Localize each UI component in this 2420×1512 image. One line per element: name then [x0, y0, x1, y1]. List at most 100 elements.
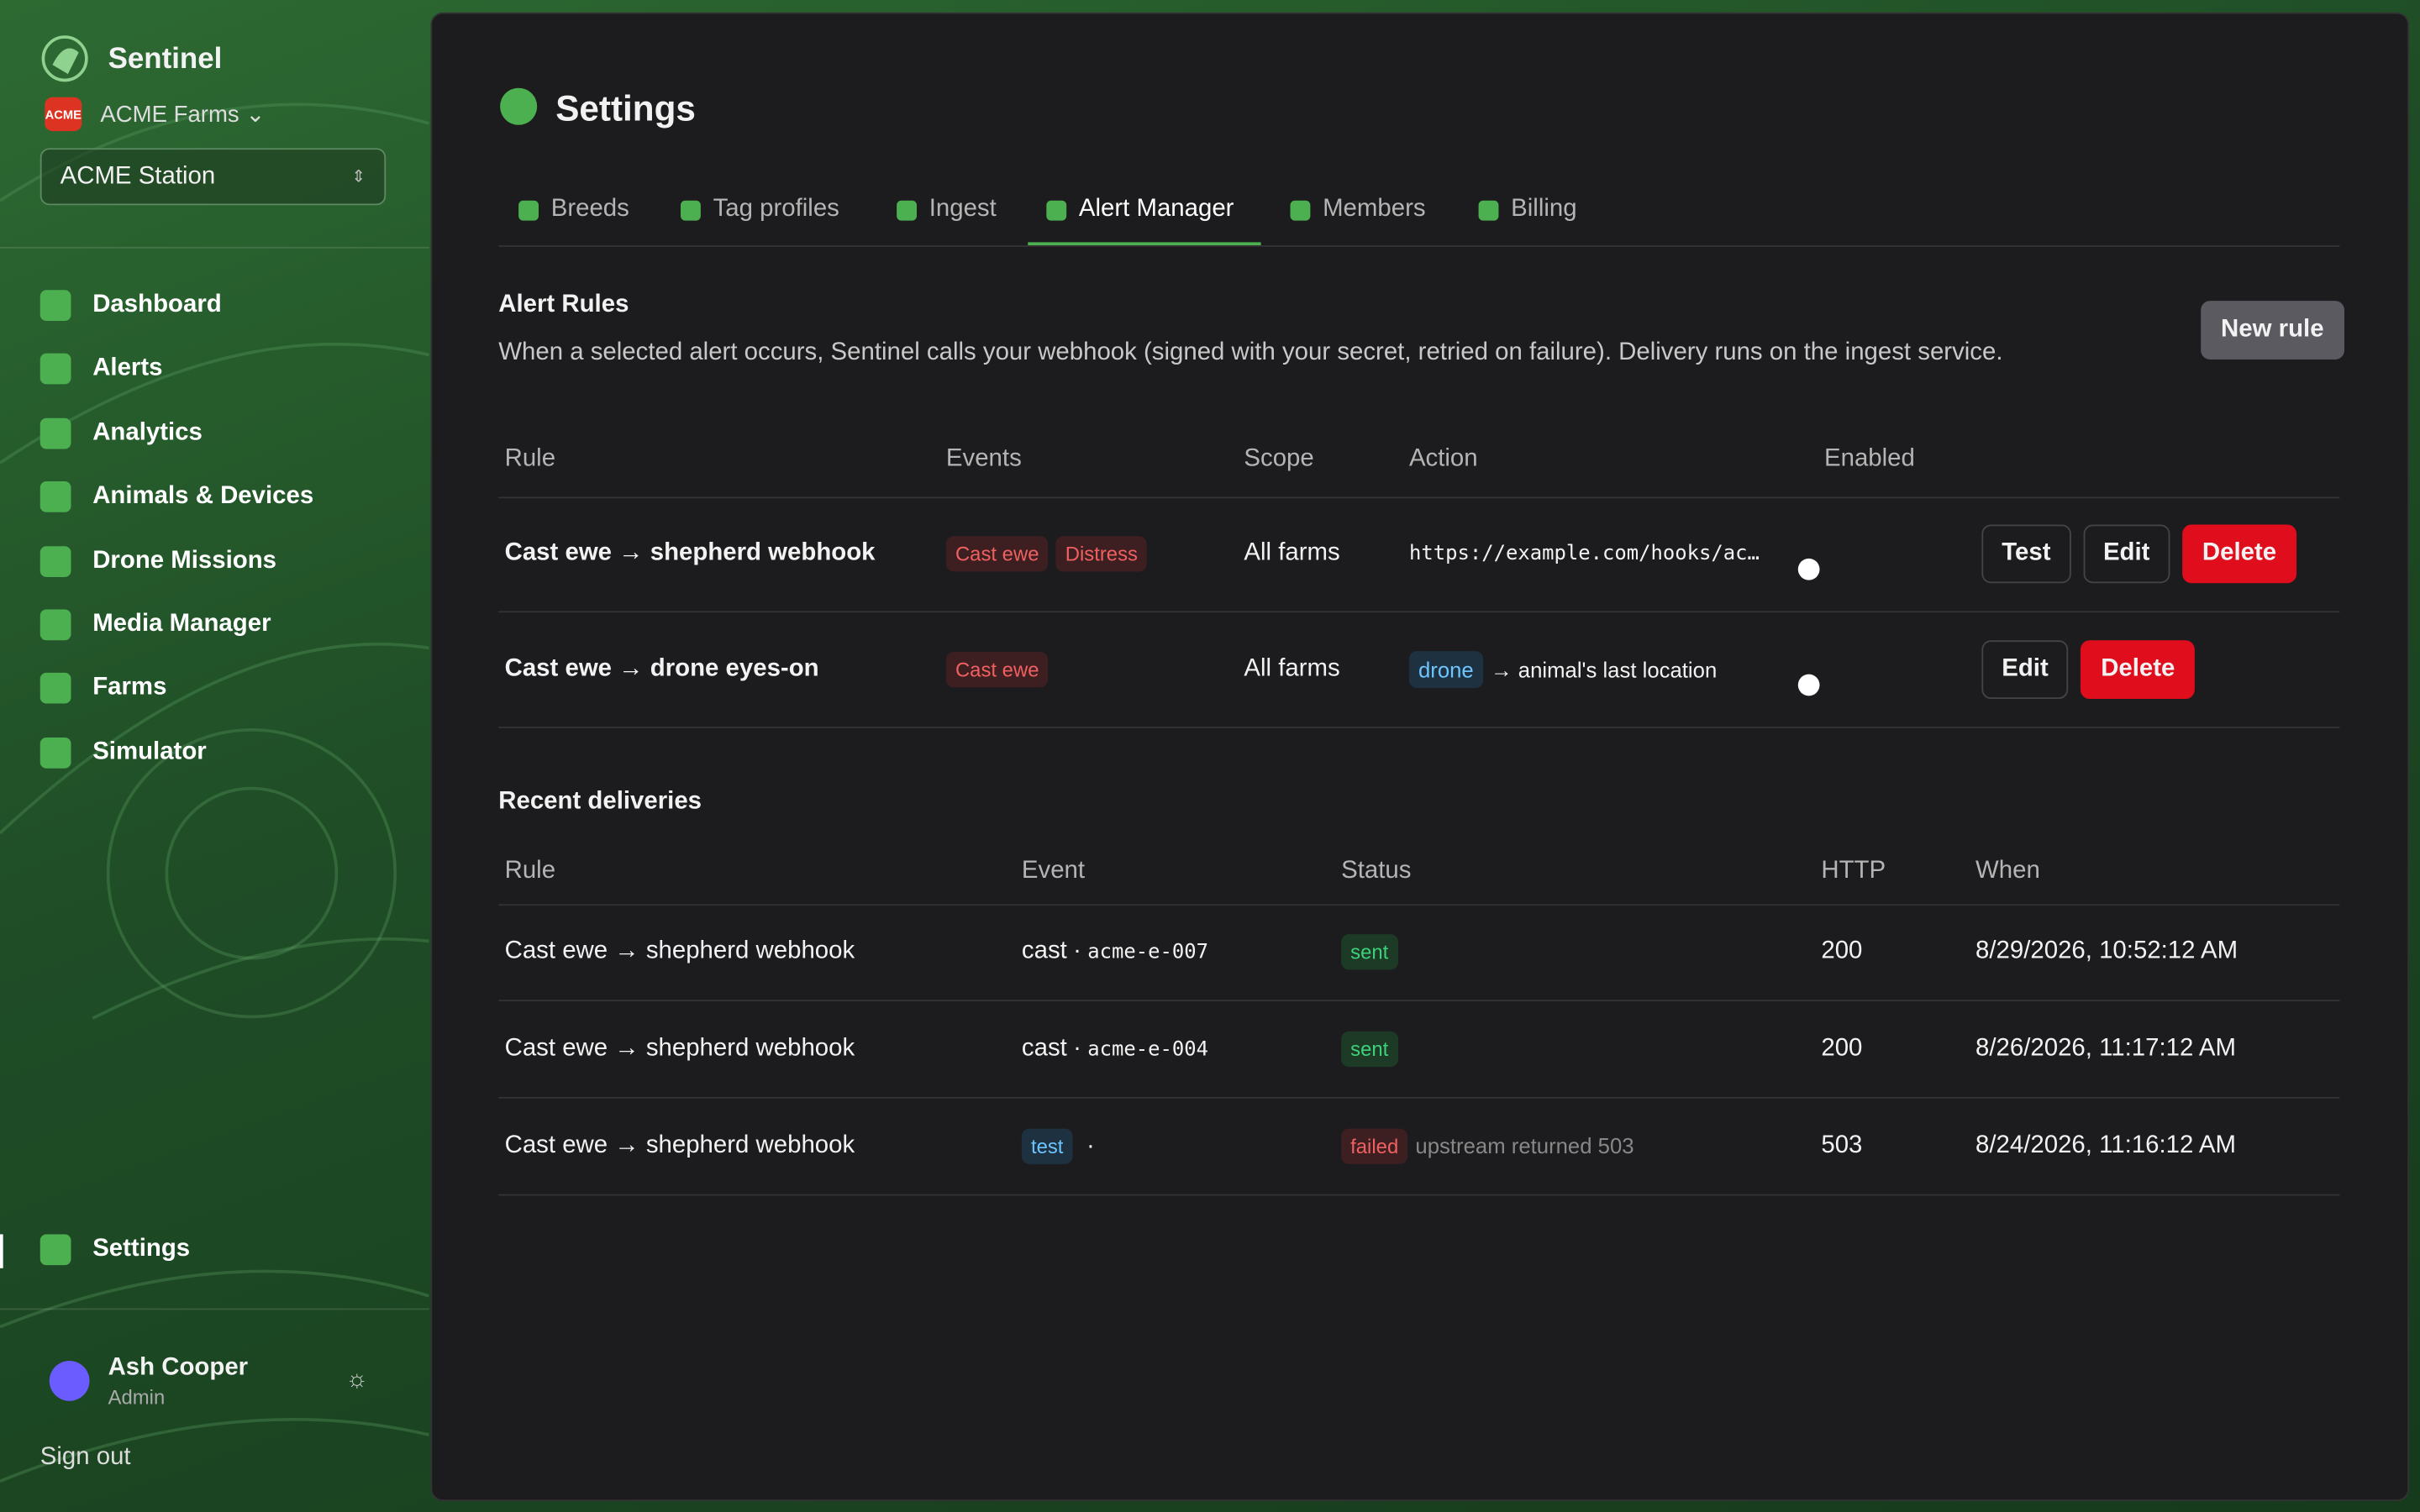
theme-toggle[interactable]: ☼ — [345, 1367, 369, 1394]
nav-label: Dashboard — [92, 291, 222, 318]
nav-label: Media Manager — [92, 611, 271, 638]
actions: Edit Delete — [1981, 640, 2207, 700]
scope: All farms — [1244, 655, 1340, 682]
action-button[interactable]: Delete — [2081, 640, 2196, 700]
brand-name: Sentinel — [108, 43, 223, 76]
events: Cast ewe Distress — [945, 536, 1155, 572]
org-switcher[interactable]: ACME Farms ⌄ — [100, 102, 266, 129]
column-header: HTTP — [1821, 858, 1886, 885]
tab[interactable]: Breeds — [518, 196, 629, 223]
section-title: Recent deliveries — [498, 788, 702, 815]
event-badge: Cast ewe — [945, 652, 1049, 688]
new-rule-button[interactable]: New rule — [2201, 301, 2344, 360]
action: drone → animal's last location — [1408, 651, 1718, 689]
action-button[interactable]: Edit — [1981, 640, 2069, 700]
nav-item[interactable]: Analytics — [39, 417, 203, 449]
tab-icon — [1046, 199, 1067, 220]
tab-icon — [1290, 199, 1311, 220]
tab-icon — [1478, 199, 1499, 220]
column-header: Scope — [1244, 445, 1314, 473]
station-select[interactable]: ACME Station ⇕ — [39, 148, 387, 206]
section-description: When a selected alert occurs, Sentinel c… — [498, 339, 2003, 366]
nav-label: Settings — [92, 1236, 191, 1263]
nav-label: Analytics — [92, 419, 203, 446]
separator: · — [1073, 1035, 1081, 1062]
action-text: → animal's last location — [1490, 657, 1718, 682]
tab-underline — [1028, 242, 1261, 246]
user-name: Ash Cooper — [108, 1354, 249, 1381]
action-button[interactable]: Edit — [2083, 524, 2170, 584]
tab-label: Breeds — [550, 196, 629, 223]
rule-name: Cast ewe → shepherd webhook — [504, 937, 855, 964]
actions: Test Edit Delete — [1981, 524, 2308, 584]
status: failed upstream returned 503 — [1341, 1128, 1634, 1164]
tab-icon — [518, 199, 539, 220]
status-badge: sent — [1341, 1031, 1398, 1068]
nav-icon — [39, 545, 71, 577]
nav-label: Alerts — [92, 355, 163, 382]
column-header: Rule — [504, 445, 556, 473]
nav-item[interactable]: Alerts — [39, 354, 163, 386]
event-badge: Cast ewe — [945, 536, 1049, 572]
delivery-row: Cast ewe → shepherd webhook cast · acme-e-0… — [498, 904, 2340, 1002]
separator: · — [1086, 1133, 1095, 1160]
tab[interactable]: Ingest — [897, 196, 997, 223]
event-target: acme-e-004 — [1087, 1038, 1209, 1062]
nav-icon — [39, 737, 71, 769]
column-header: Event — [1021, 858, 1086, 885]
tab-label: Ingest — [929, 196, 997, 223]
nav-icon — [39, 1234, 71, 1266]
action-button[interactable]: Delete — [2182, 524, 2297, 584]
nav-item[interactable]: Farms — [39, 673, 167, 705]
divider — [0, 1308, 429, 1310]
org-logo: ACME — [45, 97, 82, 132]
nav-label: Farms — [92, 675, 167, 701]
station-name: ACME Station — [60, 162, 216, 190]
column-header: Events — [945, 445, 1022, 473]
nav-settings[interactable]: Settings — [39, 1234, 191, 1266]
event-name: cast — [1021, 937, 1067, 964]
column-header: Action — [1408, 445, 1478, 473]
delivery-row: Cast ewe → shepherd webhook test · failed up… — [498, 1099, 2340, 1196]
status-note: upstream returned 503 — [1415, 1133, 1634, 1158]
active-indicator — [0, 1234, 3, 1268]
nav-item[interactable]: Simulator — [39, 737, 207, 769]
action-button[interactable]: Test — [1981, 524, 2071, 584]
sidebar-pattern — [0, 102, 429, 1483]
tab-icon — [681, 199, 701, 220]
nav-item[interactable]: Animals & Devices — [39, 481, 313, 513]
nav-icon — [39, 290, 71, 322]
tab-label: Billing — [1511, 196, 1577, 223]
event-badge: Distress — [1055, 536, 1147, 572]
tabs-divider — [498, 245, 2340, 247]
http-code: 200 — [1821, 937, 1863, 964]
timestamp: 8/29/2026, 10:52:12 AM — [1975, 937, 2238, 964]
tab-label: Tag profiles — [713, 196, 839, 223]
page-title: Settings — [555, 87, 696, 129]
tab[interactable]: Alert Manager — [1046, 196, 1234, 223]
tab[interactable]: Tag profiles — [681, 196, 839, 223]
status: sent — [1341, 934, 1405, 970]
separator: · — [1073, 937, 1081, 964]
timestamp: 8/24/2026, 11:16:12 AM — [1975, 1132, 2236, 1159]
rule-row: Cast ewe → shepherd webhook Cast ewe Distr… — [498, 496, 2340, 613]
tab[interactable]: Members — [1290, 196, 1426, 223]
nav-item[interactable]: Drone Missions — [39, 545, 276, 577]
column-header: Rule — [504, 858, 556, 885]
event-name: cast — [1021, 1035, 1067, 1062]
delivery-row: Cast ewe → shepherd webhook cast · acme-e-0… — [498, 1001, 2340, 1099]
nav-item[interactable]: Dashboard — [39, 290, 222, 322]
column-header: Enabled — [1824, 445, 1915, 473]
rule-name: Cast ewe → shepherd webhook — [504, 539, 876, 567]
http-code: 503 — [1821, 1132, 1863, 1159]
nav-icon — [39, 417, 71, 449]
event: test · — [1021, 1128, 1101, 1164]
scope: All farms — [1244, 539, 1340, 567]
sign-out[interactable]: Sign out — [39, 1444, 131, 1471]
tab[interactable]: Billing — [1478, 196, 1577, 223]
event: cast · acme-e-007 — [1022, 938, 1208, 966]
nav-item[interactable]: Media Manager — [39, 609, 271, 641]
rule-name: Cast ewe → drone eyes-on — [504, 655, 819, 682]
nav-icon — [39, 354, 71, 386]
